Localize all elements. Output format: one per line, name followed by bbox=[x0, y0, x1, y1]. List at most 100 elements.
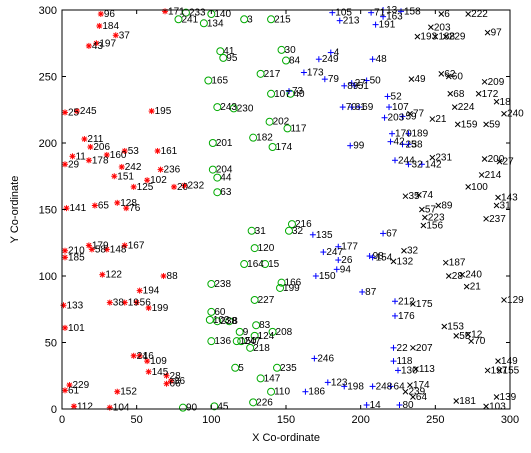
data-point-asterisk bbox=[61, 109, 68, 116]
point-label: 35 bbox=[408, 191, 420, 202]
data-point-plus bbox=[392, 157, 399, 164]
point-label: 240 bbox=[507, 109, 524, 120]
data-point-plus bbox=[369, 254, 376, 261]
data-point-cross bbox=[481, 78, 488, 85]
point-label: 239 bbox=[408, 387, 425, 398]
data-point-asterisk bbox=[61, 247, 68, 254]
point-label: 188 bbox=[438, 32, 455, 43]
data-point-circle bbox=[216, 47, 225, 56]
data-point-circle bbox=[178, 403, 187, 412]
point-label: 206 bbox=[93, 142, 110, 153]
point-label: 209 bbox=[488, 77, 505, 88]
point-label: 16 bbox=[143, 351, 155, 362]
point-label: 129 bbox=[507, 295, 524, 306]
data-point-asterisk bbox=[106, 299, 113, 306]
point-label: 89 bbox=[441, 201, 453, 212]
data-point-asterisk bbox=[121, 147, 128, 154]
data-point-cross bbox=[465, 331, 472, 338]
data-point-asterisk bbox=[145, 304, 152, 311]
data-point-asterisk bbox=[148, 108, 155, 115]
data-point-plus bbox=[387, 383, 394, 390]
data-point-plus bbox=[396, 402, 403, 409]
point-label: 175 bbox=[416, 299, 433, 310]
point-label: 109 bbox=[150, 356, 167, 367]
point-label: 57 bbox=[425, 205, 437, 216]
data-point-cross bbox=[468, 338, 475, 345]
data-point-plus bbox=[285, 88, 292, 95]
data-points bbox=[60, 7, 507, 412]
data-point-cross bbox=[483, 121, 489, 128]
data-point-plus bbox=[336, 17, 343, 24]
point-label: 125 bbox=[137, 182, 154, 193]
point-label: 167 bbox=[128, 240, 145, 251]
point-label: 153 bbox=[447, 322, 464, 333]
point-label: 159 bbox=[461, 119, 478, 130]
point-label: 63 bbox=[220, 187, 232, 198]
point-label: 24 bbox=[137, 351, 149, 362]
point-label: 43 bbox=[92, 41, 104, 52]
point-label: 160 bbox=[110, 150, 127, 161]
data-point-circle bbox=[219, 53, 228, 62]
data-point-circle bbox=[268, 327, 277, 336]
x-tick-label: 100 bbox=[202, 414, 220, 426]
data-point-cross bbox=[478, 172, 485, 178]
data-point-cross bbox=[408, 76, 415, 83]
point-label: 5 bbox=[238, 363, 244, 374]
point-label: 223 bbox=[428, 212, 445, 223]
point-label: 203 bbox=[434, 22, 451, 33]
data-point-plus bbox=[405, 161, 412, 168]
data-point-cross bbox=[414, 33, 421, 40]
data-point-circle bbox=[181, 8, 190, 17]
point-label: 32 bbox=[411, 159, 423, 170]
data-point-plus bbox=[366, 253, 373, 260]
point-label: 95 bbox=[226, 53, 238, 64]
data-point-asterisk bbox=[85, 242, 92, 249]
data-point-circle bbox=[268, 142, 277, 151]
data-point-circle bbox=[247, 226, 256, 235]
data-point-circle bbox=[213, 103, 222, 112]
data-point-circle bbox=[250, 244, 259, 253]
data-point-plus bbox=[405, 130, 412, 137]
x-tick-label: 200 bbox=[351, 414, 369, 426]
data-point-cross bbox=[419, 206, 425, 213]
data-point-cross bbox=[442, 33, 449, 40]
data-point-circle bbox=[207, 337, 216, 346]
point-label: 31 bbox=[500, 201, 512, 212]
data-point-cross bbox=[451, 104, 458, 110]
data-point-plus bbox=[392, 298, 399, 305]
data-point-cross bbox=[416, 192, 422, 198]
data-point-cross bbox=[493, 98, 500, 105]
point-label: 11 bbox=[75, 151, 86, 162]
data-point-asterisk bbox=[85, 42, 92, 49]
x-tick-label: 250 bbox=[426, 414, 444, 426]
point-label: 178 bbox=[92, 155, 109, 166]
data-point-plus bbox=[327, 49, 334, 56]
data-point-circle bbox=[210, 402, 219, 411]
data-point-plus bbox=[363, 402, 370, 409]
data-point-plus bbox=[389, 130, 396, 137]
data-point-plus bbox=[387, 138, 394, 145]
data-point-circle bbox=[213, 317, 222, 326]
data-point-asterisk bbox=[171, 183, 177, 190]
point-label: 181 bbox=[459, 396, 476, 407]
data-point-cross bbox=[402, 193, 409, 200]
point-label: 133 bbox=[66, 300, 83, 311]
point-label: 32 bbox=[407, 246, 419, 257]
point-label: 150 bbox=[240, 336, 257, 347]
point-label: 51 bbox=[358, 81, 370, 92]
data-point-circle bbox=[240, 260, 249, 269]
point-label: 79 bbox=[328, 74, 340, 85]
point-label: 70 bbox=[346, 102, 358, 113]
data-point-cross bbox=[445, 273, 452, 279]
point-label: 22 bbox=[397, 343, 409, 354]
data-point-circle bbox=[235, 327, 244, 336]
point-label: 29 bbox=[68, 159, 80, 170]
point-label: 21 bbox=[470, 282, 482, 293]
point-label: 100 bbox=[471, 182, 488, 193]
data-point-asterisk bbox=[145, 368, 152, 375]
point-label: 96 bbox=[104, 9, 116, 20]
point-label: 177 bbox=[341, 242, 358, 253]
point-label: 193 bbox=[420, 32, 437, 43]
data-point-circle bbox=[277, 45, 286, 54]
